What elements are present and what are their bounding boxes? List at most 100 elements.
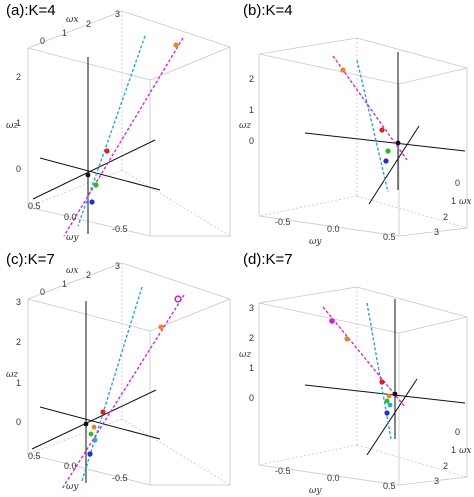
x-tick-label: 1 [451, 196, 456, 206]
y-tick-label: 0.5 [383, 232, 396, 242]
point-orange [158, 324, 164, 330]
z-axis-label: ωz [6, 370, 18, 380]
point-blue [89, 199, 95, 205]
panel-c-plot: 0 1 2 3 ωx 3 2 1 0 ωz 0.5 0.0 -0.5 ωy [6, 261, 231, 492]
y-tick-label: 0.0 [64, 461, 77, 471]
x-tick-label: 1 [62, 28, 67, 38]
y-tick-label: 0.0 [327, 473, 340, 483]
panel-b: (b):K=4 2 1 0 ωz -0.5 0.0 0.5 ωy 0 [237, 0, 474, 248]
coordinate-axes [32, 57, 161, 234]
z-axis-label: ωz [239, 121, 251, 131]
x-tick-label: 2 [86, 270, 91, 280]
panel-b-plot: 2 1 0 ωz -0.5 0.0 0.5 ωy 0 1 2 3 ωx [239, 37, 471, 247]
y-axis-label: ωy [309, 237, 322, 247]
z-tick-label: 1 [249, 363, 254, 373]
z-tick-label: 1 [249, 105, 254, 115]
point-green [88, 431, 94, 437]
x-tick-label: 0 [40, 36, 45, 46]
z-tick-label: 0 [249, 136, 254, 146]
point-red [104, 148, 110, 154]
x-tick-label: 1 [451, 445, 456, 455]
z-axis-label: ωz [239, 350, 251, 360]
x-tick-label: 2 [443, 461, 448, 471]
x-axis-label: ωx [66, 266, 78, 276]
point-orange [173, 42, 179, 48]
bounding-box [258, 37, 468, 237]
point-cyan [387, 402, 393, 408]
panel-a-title: (a):K=4 [6, 2, 56, 19]
z-tick-label: 3 [249, 303, 254, 313]
y-tick-label: -0.5 [275, 217, 291, 227]
x-tick-label: 0 [40, 287, 45, 297]
z-tick-label: 0 [16, 417, 21, 427]
point-green [384, 398, 390, 404]
z-tick-label: 0 [16, 164, 21, 174]
point-orange [344, 336, 350, 342]
magenta-dashed-line [61, 294, 185, 490]
z-tick-label: 3 [16, 297, 21, 307]
panel-d: (d):K=7 3 2 1 0 ωz -0.5 0.0 [237, 249, 474, 497]
bounding-box [27, 262, 231, 486]
x-axis-label: ωx [459, 446, 471, 456]
x-axis-label: ωx [66, 15, 78, 25]
point-green [93, 182, 99, 188]
panel-d-plot: 3 2 1 0 ωz -0.5 0.0 0.5 ωy 0 1 2 3 ωx [239, 286, 471, 496]
point-green [385, 148, 391, 154]
point-orange [340, 67, 346, 73]
z-tick-label: 1 [16, 378, 21, 388]
panel-a: (a):K=4 0 1 2 3 ωx 2 1 0 ωz 0.5 [0, 0, 237, 248]
cyan-dashed-line [81, 286, 143, 482]
point-black [395, 140, 401, 146]
point-blue [384, 410, 390, 416]
panel-b-title: (b):K=4 [243, 2, 293, 19]
z-tick-label: 2 [16, 337, 21, 347]
x-tick-label: 3 [434, 227, 439, 237]
y-tick-label: 0.5 [383, 481, 396, 491]
coordinate-axes [304, 52, 466, 205]
z-tick-label: 2 [16, 72, 21, 82]
point-black [83, 421, 89, 427]
y-tick-label: 0.0 [327, 224, 340, 234]
point-magenta [329, 318, 335, 324]
bounding-box [258, 286, 468, 486]
point-orange [91, 424, 97, 430]
panel-c: (c):K=7 0 1 2 3 ωx 3 2 1 [0, 249, 237, 497]
panel-a-plot: 0 1 2 3 ωx 2 1 0 ωz 0.5 0.0 -0.5 ωy [6, 9, 231, 243]
x-tick-label: 1 [62, 279, 67, 289]
z-tick-label: 2 [249, 74, 254, 84]
y-tick-label: 0.5 [28, 451, 41, 461]
y-axis-label: ωy [66, 482, 79, 492]
x-tick-label: 2 [443, 212, 448, 222]
z-tick-label: 0 [249, 393, 254, 403]
magenta-dashed-line [63, 37, 184, 237]
y-tick-label: 0.0 [64, 212, 77, 222]
point-black [392, 391, 398, 397]
x-tick-label: 3 [115, 9, 120, 19]
point-orange [386, 393, 392, 399]
point-blue [87, 451, 93, 457]
y-axis-label: ωy [309, 486, 322, 496]
point-red [379, 127, 385, 133]
bounding-box [27, 10, 231, 237]
y-tick-label: 0.5 [28, 201, 41, 211]
x-tick-label: 2 [86, 19, 91, 29]
y-tick-label: -0.5 [275, 466, 291, 476]
cyan-dashed-line [366, 302, 392, 440]
z-tick-label: 2 [249, 333, 254, 343]
x-tick-label: 0 [455, 427, 460, 437]
magenta-dashed-line [332, 55, 408, 161]
y-axis-label: ωy [66, 233, 79, 243]
point-red [100, 409, 106, 415]
point-cyan [92, 437, 98, 443]
panel-c-title: (c):K=7 [6, 251, 55, 268]
y-tick-label: -0.5 [112, 224, 128, 234]
x-tick-label: 3 [115, 261, 120, 271]
coordinate-axes [304, 299, 466, 456]
cyan-dashed-line [356, 59, 389, 193]
x-tick-label: 0 [455, 178, 460, 188]
point-black [85, 172, 91, 178]
x-axis-label: ωx [459, 197, 471, 207]
panel-d-title: (d):K=7 [243, 251, 293, 268]
point-magenta [174, 295, 182, 303]
y-tick-label: -0.5 [112, 473, 128, 483]
